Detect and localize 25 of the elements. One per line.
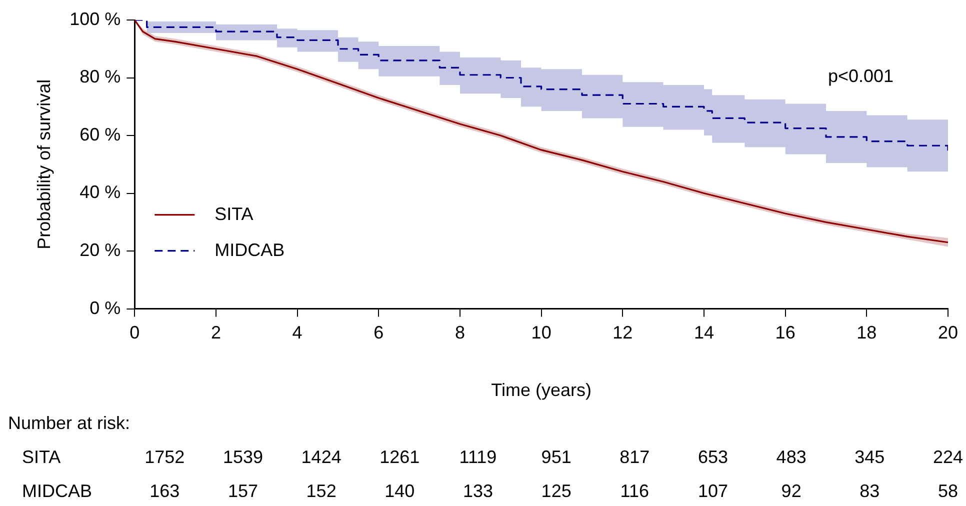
y-tick-label: 0 % (90, 298, 121, 318)
x-tick-label: 2 (210, 322, 221, 343)
y-tick-label: 100 % (70, 8, 121, 29)
text: MIDCAB 163 157 152 140 133 125 116 107 92 83 58 (22, 480, 958, 501)
x-tick-label: 0 (130, 322, 140, 343)
text: SITA 1752 1539 1424 1261 1119 951 817 653 483 345 224 (22, 446, 964, 467)
x-tick-label: 4 (292, 322, 302, 343)
x-tick-label: 10 (531, 322, 552, 343)
x-axis-title: Time (years) (491, 380, 592, 400)
x-tick-label: 18 (856, 322, 877, 343)
x-tick-label: 14 (694, 322, 714, 343)
y-tick-label: 60 % (80, 124, 121, 144)
x-tick-label: 8 (454, 322, 465, 343)
x-tick-label: 12 (612, 322, 633, 343)
text: Number at risk: (8, 412, 130, 433)
x-tick-label: 6 (374, 322, 384, 343)
y-tick-label: 20 % (80, 240, 121, 260)
y-tick-label: 40 % (80, 182, 121, 202)
y-axis-title: Probability of survival (34, 79, 54, 250)
x-tick-label: 20 (938, 322, 958, 343)
legend-label: MIDCAB (214, 240, 285, 260)
legend-label: SITA (214, 204, 254, 224)
x-tick-label: 16 (775, 322, 796, 343)
annotation: p<0.001 (828, 66, 894, 86)
y-tick-label: 80 % (80, 66, 121, 87)
